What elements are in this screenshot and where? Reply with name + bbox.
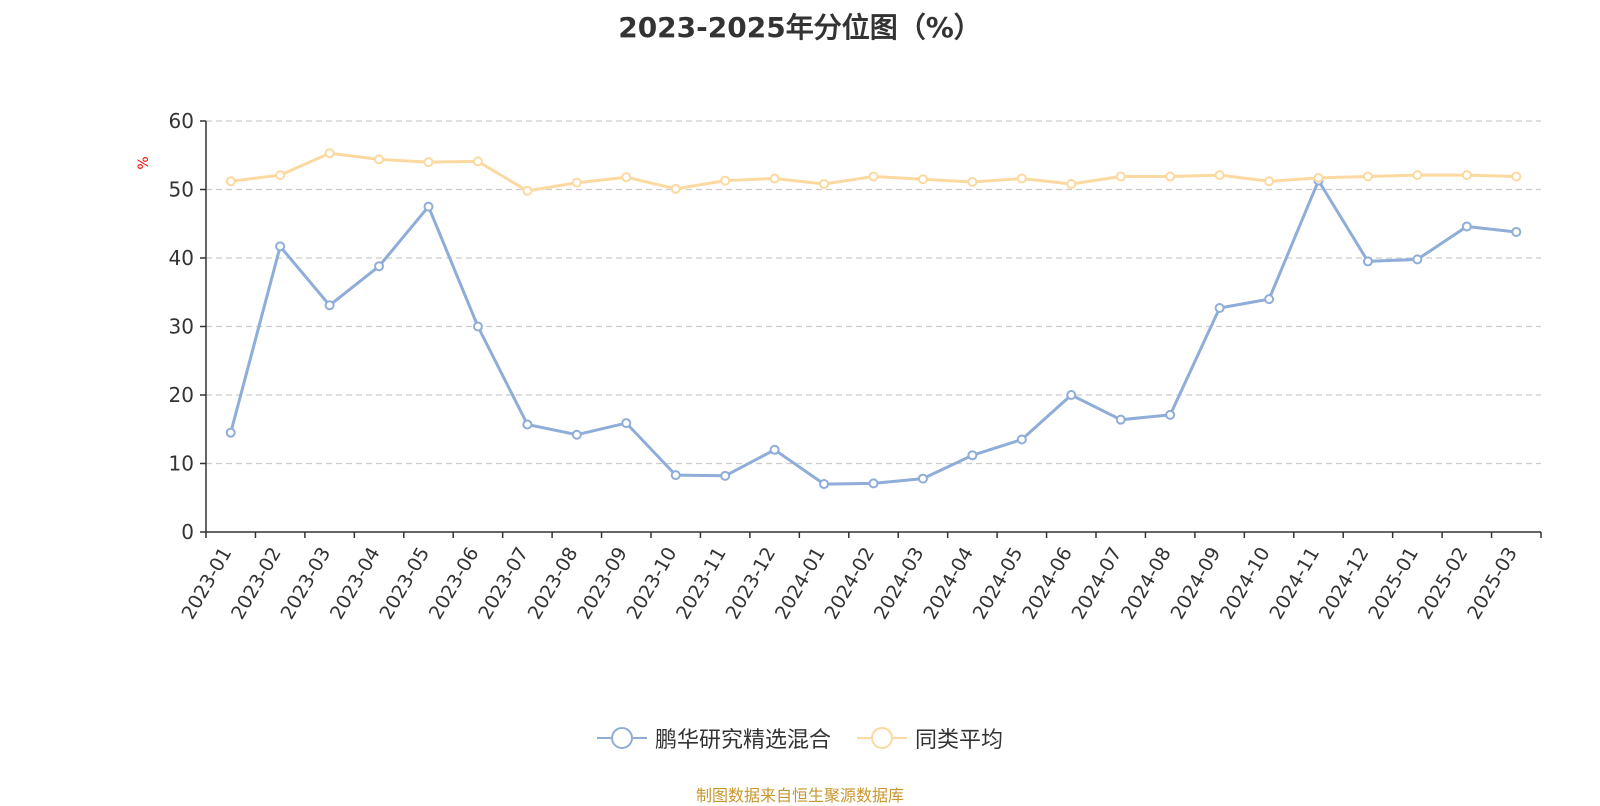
- legend: 鹏华研究精选混合 同类平均: [0, 722, 1600, 754]
- data-point-1: [225, 176, 236, 187]
- data-point-0: [423, 201, 434, 212]
- source-note: 制图数据来自恒生聚源数据库: [695, 786, 904, 805]
- data-point-1: [1214, 170, 1225, 181]
- legend-item-fund[interactable]: 鹏华研究精选混合: [596, 722, 831, 754]
- data-point-1: [868, 171, 879, 182]
- y-tick-label: 0: [181, 520, 194, 544]
- legend-item-peer-average[interactable]: 同类平均: [857, 722, 1003, 754]
- data-point-0: [1214, 303, 1225, 314]
- data-point-1: [670, 183, 681, 194]
- data-point-0: [1412, 254, 1423, 265]
- data-point-1: [275, 170, 286, 181]
- data-point-1: [374, 154, 385, 165]
- data-point-0: [967, 450, 978, 461]
- data-point-0: [472, 321, 483, 332]
- y-axis-label: %: [136, 156, 152, 169]
- data-point-1: [1115, 171, 1126, 182]
- data-point-1: [472, 156, 483, 167]
- data-point-0: [917, 473, 928, 484]
- data-point-0: [670, 470, 681, 481]
- data-point-0: [571, 429, 582, 440]
- data-point-1: [571, 177, 582, 188]
- data-point-1: [621, 172, 632, 183]
- data-point-0: [522, 419, 533, 430]
- series-line-0: [229, 179, 1517, 486]
- data-point-1: [1016, 173, 1027, 184]
- data-point-0: [275, 241, 286, 252]
- data-point-1: [1511, 171, 1522, 182]
- data-point-1: [324, 148, 335, 159]
- data-point-1: [1313, 172, 1324, 183]
- data-point-1: [917, 174, 928, 185]
- data-point-0: [1461, 221, 1472, 232]
- data-point-0: [1264, 294, 1275, 305]
- data-point-0: [324, 300, 335, 311]
- data-point-1: [1362, 171, 1373, 182]
- data-point-1: [1412, 170, 1423, 181]
- data-point-0: [374, 261, 385, 272]
- y-tick-label: 10: [169, 452, 194, 476]
- data-point-0: [868, 478, 879, 489]
- data-point-0: [1165, 409, 1176, 420]
- data-point-0: [621, 418, 632, 429]
- data-point-0: [1115, 414, 1126, 425]
- data-point-0: [1362, 256, 1373, 267]
- data-point-1: [522, 185, 533, 196]
- data-point-0: [769, 444, 780, 455]
- chart-title: 2023-2025年分位图（%）: [618, 11, 982, 44]
- data-point-0: [1066, 390, 1077, 400]
- data-point-0: [819, 479, 830, 490]
- legend-label-peer-average: 同类平均: [915, 728, 1004, 753]
- data-point-0: [1511, 226, 1522, 237]
- y-tick-label: 60: [169, 109, 194, 133]
- data-point-1: [720, 175, 731, 186]
- data-point-1: [819, 179, 830, 190]
- legend-marker-peer-average-icon: [857, 727, 907, 749]
- y-tick-label: 20: [169, 383, 194, 407]
- y-tick-label: 40: [169, 246, 194, 270]
- data-point-1: [1264, 176, 1275, 187]
- data-point-0: [1016, 434, 1027, 445]
- data-point-0: [225, 427, 236, 438]
- data-point-1: [423, 157, 434, 168]
- data-point-1: [769, 173, 780, 184]
- data-point-1: [1165, 171, 1176, 182]
- legend-marker-fund-icon: [596, 727, 647, 749]
- legend-label-fund: 鹏华研究精选混合: [654, 728, 831, 753]
- y-tick-label: 30: [169, 315, 194, 339]
- y-tick-label: 50: [169, 178, 194, 202]
- data-point-1: [967, 176, 978, 187]
- x-tick-label: 2025-03: [1463, 544, 1522, 624]
- data-point-0: [720, 470, 731, 481]
- data-point-1: [1461, 170, 1472, 181]
- data-point-1: [1066, 179, 1077, 190]
